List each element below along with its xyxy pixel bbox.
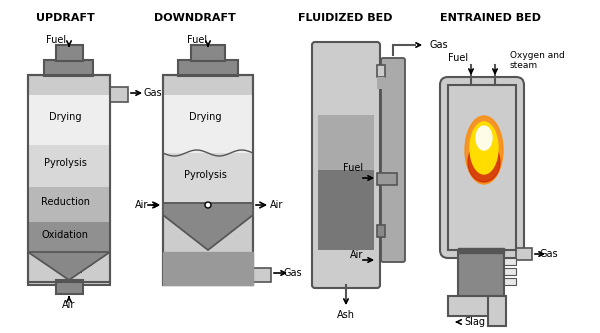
FancyBboxPatch shape — [381, 58, 405, 262]
Bar — [377, 225, 385, 237]
Bar — [253, 268, 271, 282]
Ellipse shape — [470, 122, 498, 174]
Ellipse shape — [465, 116, 503, 184]
Bar — [28, 75, 110, 285]
Polygon shape — [28, 252, 110, 280]
Bar — [28, 187, 110, 222]
Bar — [56, 280, 83, 294]
Bar — [458, 248, 504, 253]
Text: UPDRAFT: UPDRAFT — [35, 13, 94, 23]
Text: Reduction: Reduction — [41, 197, 89, 207]
Bar — [377, 65, 385, 77]
Ellipse shape — [468, 142, 500, 182]
Text: Air: Air — [350, 250, 363, 260]
Bar — [56, 45, 83, 61]
Bar — [44, 60, 93, 76]
Ellipse shape — [476, 126, 492, 150]
Text: Drying: Drying — [49, 112, 81, 122]
Text: Oxygen and: Oxygen and — [510, 51, 565, 60]
Text: Fuel: Fuel — [46, 35, 66, 45]
Bar — [488, 296, 506, 326]
Text: steam: steam — [510, 61, 538, 70]
Bar — [28, 222, 110, 252]
Bar — [516, 248, 532, 260]
Bar — [110, 87, 128, 102]
Text: FLUIDIZED BED: FLUIDIZED BED — [298, 13, 392, 23]
Text: Fuel: Fuel — [187, 35, 207, 45]
Text: Pyrolysis: Pyrolysis — [184, 170, 226, 180]
Circle shape — [205, 202, 211, 208]
Text: Fuel: Fuel — [343, 163, 363, 173]
Bar — [504, 258, 516, 265]
Text: ENTRAINED BED: ENTRAINED BED — [439, 13, 541, 23]
Bar — [28, 95, 110, 145]
Bar — [28, 75, 110, 282]
Bar — [163, 75, 253, 285]
Text: Pyrolysis: Pyrolysis — [44, 158, 86, 168]
Bar — [318, 170, 374, 250]
Bar — [191, 45, 225, 61]
Bar — [318, 115, 374, 170]
Bar — [28, 145, 110, 187]
Bar — [163, 75, 253, 285]
Polygon shape — [163, 203, 253, 250]
Bar — [377, 77, 385, 89]
Text: Gas: Gas — [430, 40, 449, 50]
Polygon shape — [163, 252, 253, 285]
Bar — [448, 85, 516, 250]
Text: Ash: Ash — [337, 310, 355, 320]
Bar — [504, 268, 516, 275]
Bar — [448, 296, 504, 316]
Text: Slag: Slag — [464, 317, 485, 327]
Bar — [377, 173, 397, 185]
Bar — [163, 153, 253, 203]
Text: Air: Air — [270, 200, 283, 210]
Text: Fuel: Fuel — [448, 53, 468, 63]
Bar — [458, 250, 504, 300]
Bar — [504, 278, 516, 285]
Text: Gas: Gas — [540, 249, 559, 259]
Text: DOWNDRAFT: DOWNDRAFT — [154, 13, 236, 23]
Text: Air: Air — [134, 200, 148, 210]
Text: Gas: Gas — [143, 88, 161, 98]
Text: Drying: Drying — [189, 112, 221, 122]
Text: Gas: Gas — [283, 268, 302, 278]
Bar — [178, 60, 238, 76]
FancyBboxPatch shape — [312, 42, 380, 288]
Text: Oxidation: Oxidation — [41, 230, 89, 240]
FancyBboxPatch shape — [440, 77, 524, 258]
Bar — [163, 95, 253, 153]
Text: Air: Air — [62, 300, 76, 310]
